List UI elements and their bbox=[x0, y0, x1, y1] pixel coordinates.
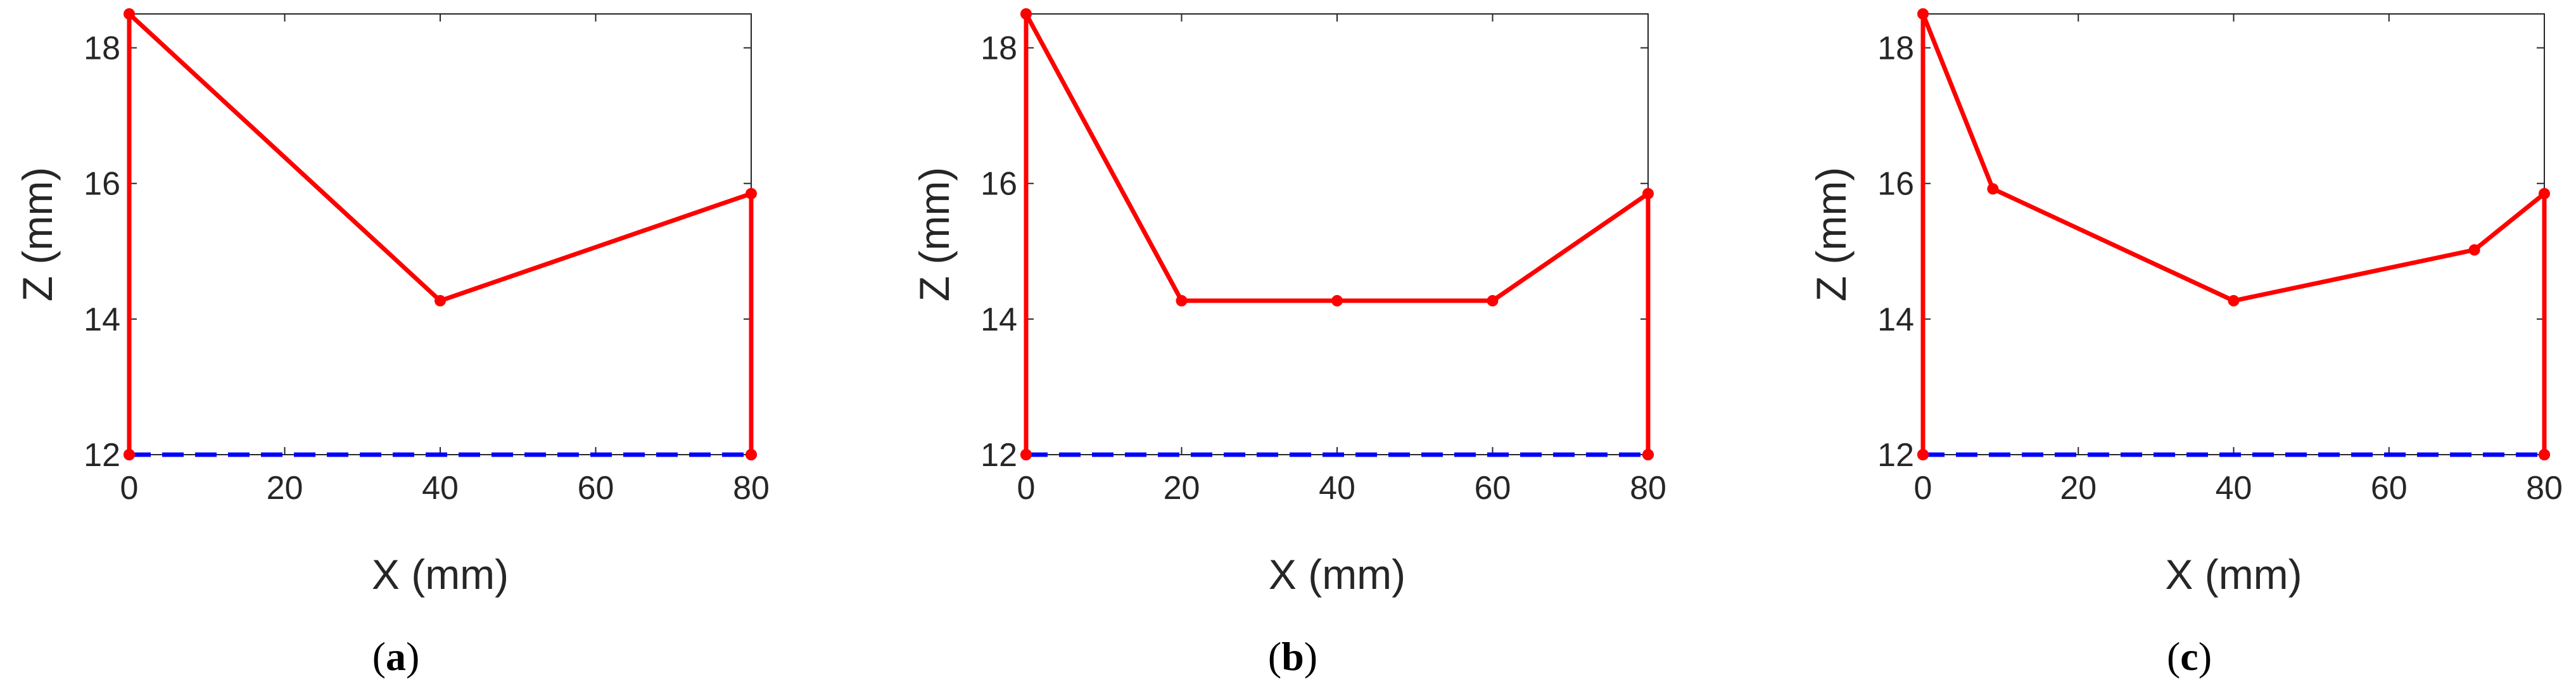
y-tick-label: 12 bbox=[84, 437, 120, 474]
profile-line bbox=[1920, 11, 2547, 455]
caption-open-paren: ( bbox=[2167, 634, 2180, 679]
y-tick-label: 16 bbox=[1877, 166, 1914, 203]
y-tick-label: 16 bbox=[84, 166, 120, 203]
caption-letter: b bbox=[1281, 634, 1304, 679]
y-tick-label: 16 bbox=[980, 166, 1017, 203]
profile-point bbox=[124, 449, 135, 460]
x-axis-label: X (mm) bbox=[2165, 551, 2302, 598]
y-tick-label: 12 bbox=[980, 437, 1017, 474]
profile-point bbox=[2228, 294, 2240, 306]
caption-open-paren: ( bbox=[372, 634, 386, 679]
profile-point bbox=[1020, 8, 1032, 20]
panel-caption: (c) bbox=[2167, 634, 2212, 679]
profile-point bbox=[2539, 449, 2550, 460]
chart-panel-b: 12 14 16 18 0 20 40 60 80 X (mm) Z (mm) (b) bbox=[911, 8, 1666, 679]
plot-area-frame bbox=[1025, 13, 1649, 455]
y-tick-label: 14 bbox=[1877, 301, 1914, 338]
profile-point bbox=[746, 449, 757, 460]
x-tick-label: 60 bbox=[1475, 470, 1511, 507]
plot-area-frame bbox=[129, 13, 752, 455]
x-tick-label: 60 bbox=[578, 470, 614, 507]
caption-close-paren: ) bbox=[406, 634, 419, 679]
plot-area-frame bbox=[1922, 13, 2545, 455]
profile-point bbox=[1917, 8, 1929, 20]
x-tick-label: 80 bbox=[1630, 470, 1666, 507]
profile-point bbox=[1176, 294, 1188, 306]
y-tick-label: 12 bbox=[1877, 437, 1914, 474]
profile-point bbox=[1987, 183, 1999, 195]
x-tick-label: 0 bbox=[1914, 470, 1932, 507]
y-tick-label: 18 bbox=[84, 30, 120, 67]
profile-point bbox=[2539, 187, 2550, 199]
profile-point bbox=[1487, 294, 1499, 306]
caption-close-paren: ) bbox=[2198, 634, 2212, 679]
chart-panel-c: 12 14 16 18 0 20 40 60 80 X (mm) Z (mm) (c) bbox=[1808, 8, 2563, 679]
y-tick-label: 18 bbox=[1877, 30, 1914, 67]
x-tick-label: 40 bbox=[2216, 470, 2252, 507]
y-tick-label: 14 bbox=[980, 301, 1017, 338]
panel-caption: (a) bbox=[372, 634, 420, 679]
profile-point bbox=[1642, 187, 1654, 199]
y-axis-label: Z (mm) bbox=[911, 167, 958, 302]
y-tick-label: 14 bbox=[84, 301, 120, 338]
y-axis-label: Z (mm) bbox=[1808, 167, 1855, 302]
panel-caption: (b) bbox=[1268, 634, 1317, 679]
y-tick-label: 18 bbox=[980, 30, 1017, 67]
x-tick-label: 0 bbox=[1017, 470, 1036, 507]
profile-point bbox=[1020, 449, 1032, 460]
x-tick-label: 20 bbox=[2060, 470, 2097, 507]
profile-point bbox=[1917, 449, 1929, 460]
x-tick-label: 40 bbox=[422, 470, 459, 507]
caption-letter: c bbox=[2180, 634, 2198, 679]
profile-line bbox=[1024, 11, 1651, 455]
caption-close-paren: ) bbox=[1304, 634, 1317, 679]
x-tick-label: 20 bbox=[1164, 470, 1200, 507]
y-axis-label: Z (mm) bbox=[14, 167, 61, 302]
profile-point bbox=[2468, 244, 2480, 256]
profile-point bbox=[746, 187, 757, 199]
x-axis-label: X (mm) bbox=[372, 551, 509, 598]
x-tick-label: 40 bbox=[1319, 470, 1355, 507]
profile-point bbox=[435, 294, 446, 306]
chart-panel-a: 12 14 16 18 0 20 40 60 80 X (mm) Z (mm) (a) bbox=[14, 8, 770, 679]
x-tick-label: 60 bbox=[2371, 470, 2408, 507]
profile-line bbox=[127, 11, 754, 455]
caption-letter: a bbox=[386, 634, 406, 679]
x-axis-label: X (mm) bbox=[1269, 551, 1405, 598]
x-tick-label: 80 bbox=[2526, 470, 2563, 507]
x-tick-label: 80 bbox=[733, 470, 770, 507]
caption-open-paren: ( bbox=[1268, 634, 1281, 679]
profile-point bbox=[1642, 449, 1654, 460]
x-tick-label: 0 bbox=[120, 470, 139, 507]
profile-point bbox=[124, 8, 135, 20]
x-tick-label: 20 bbox=[267, 470, 303, 507]
profile-point bbox=[1331, 294, 1343, 306]
